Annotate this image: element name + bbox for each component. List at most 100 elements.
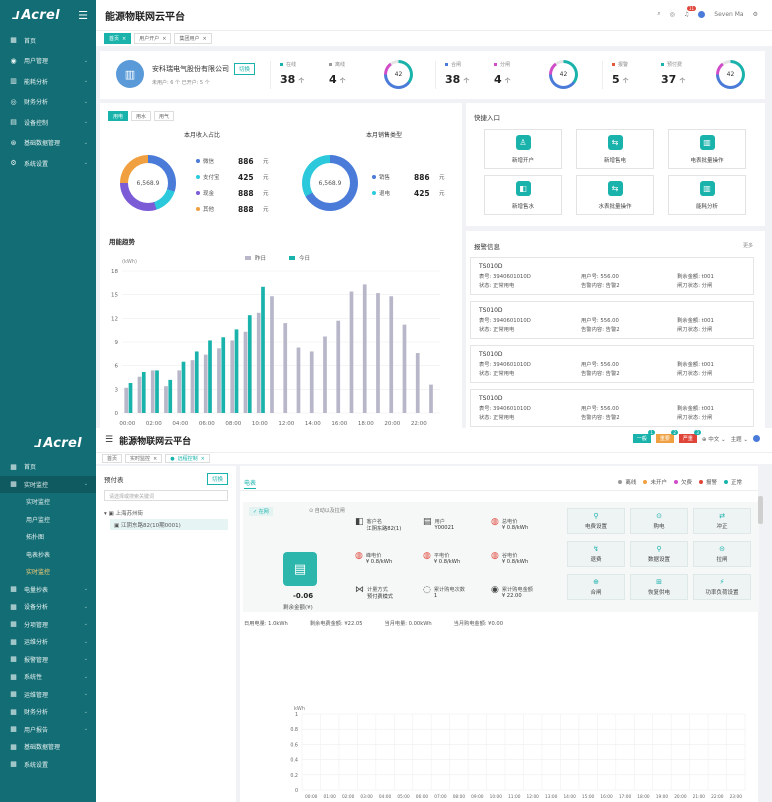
y-tick-label: 3 (115, 387, 119, 393)
tab[interactable]: 首页 (102, 454, 123, 463)
chevron-down-icon: ⌄ (83, 621, 88, 628)
online-tag: ✓ 在网 (249, 507, 273, 516)
theme-select[interactable]: 主题 ⌄ (730, 436, 748, 443)
bar-yesterday (124, 387, 129, 413)
meter-action-button[interactable]: ⚲ 数据设置 (630, 541, 688, 567)
alarm-level-chip[interactable]: 严重 3 (678, 430, 701, 443)
energy-tab[interactable]: 用气 (154, 111, 175, 121)
switch-company-button[interactable]: 切换 (234, 63, 256, 75)
meter-action-button[interactable]: ⚲ 电费设置 (567, 508, 625, 534)
sidebar-item-label: 基础数据管理 (24, 140, 61, 148)
user-name[interactable]: Seven Ma (714, 10, 744, 18)
close-icon[interactable]: × (162, 35, 167, 42)
menu-toggle-icon[interactable]: ☰ (78, 9, 88, 22)
close-icon[interactable]: × (122, 35, 127, 42)
quick-entry-tile[interactable]: ⇆ 新增售电 (576, 129, 654, 169)
search-icon[interactable]: ⌕ (657, 10, 661, 17)
sidebar-item[interactable]: 拓扑图 (0, 528, 96, 546)
info-icon: ▤ (423, 517, 432, 527)
sidebar-item[interactable]: ⚙ 系统设置 ⌄ (0, 153, 96, 174)
page-title: 能源物联网云平台 (105, 11, 185, 23)
meter-action-button[interactable]: ⚡ 功率负荷设置 (693, 574, 751, 600)
tree-leaf[interactable]: ▣ 江阴东路82(10期0001) (110, 519, 228, 530)
x-tick-label: 07:00 (434, 794, 447, 800)
alarm-item[interactable]: TS010D 表号: 3940601010D 状态: 正常用电 用户号: 556.00… (470, 345, 754, 383)
sidebar-item[interactable]: ▦ 首页 (0, 458, 96, 476)
sales-donut: 6,568.9 (302, 155, 358, 211)
sidebar-item[interactable]: 实时监控 (0, 563, 96, 581)
legend-item: 销售 886 元 (372, 169, 445, 185)
meter-action-button[interactable]: ↯ 退费 (567, 541, 625, 567)
sidebar-item-label: 能耗分析 (24, 78, 49, 86)
energy-tab[interactable]: 用水 (131, 111, 152, 121)
sidebar-item[interactable]: 用户监控 (0, 511, 96, 529)
help-icon[interactable]: ◎ (669, 10, 675, 18)
scrollbar[interactable] (758, 496, 763, 524)
sidebar-item[interactable]: ▦ 电量抄表 ⌄ (0, 581, 96, 599)
status-ring-value: 42 (552, 63, 575, 86)
bell-icon[interactable]: ♫ 11 (683, 5, 696, 18)
sidebar-item[interactable]: ▦ 系统性 ⌄ (0, 668, 96, 686)
meter-action-button[interactable]: ⇄ 冲正 (693, 508, 751, 534)
tree-search-input[interactable]: 请选择或搜索关键词 (104, 490, 228, 501)
close-icon[interactable]: × (202, 35, 207, 42)
sidebar-item[interactable]: ◉ 用户管理 ⌄ (0, 51, 96, 72)
sidebar-item[interactable]: ▤ 设备控制 ⌄ (0, 112, 96, 133)
x-tick-label: 14:00 (305, 421, 321, 427)
alarm-level-chip[interactable]: 重要 2 (655, 430, 678, 443)
tab[interactable]: 实时监控 × (125, 454, 163, 463)
quick-entry-tile[interactable]: ▥ 能耗分析 (668, 175, 746, 215)
sidebar-item[interactable]: ▦ 用户报告 ⌄ (0, 721, 96, 739)
tree-switch-button[interactable]: 切换 (206, 473, 228, 485)
sidebar-item[interactable]: ▦ 基础数据管理 (0, 738, 96, 756)
alarm-more-link[interactable]: 更多 (742, 243, 753, 249)
settings-icon[interactable]: ⚙ (752, 10, 758, 18)
quick-entry-tile[interactable]: ▥ 电表批量操作 (668, 129, 746, 169)
sidebar-item[interactable]: 实时监控 (0, 493, 96, 511)
meter-action-button[interactable]: ⊝ 拉闸 (693, 541, 751, 567)
meter-action-button[interactable]: ⊙ 购电 (630, 508, 688, 534)
quick-entry-tile[interactable]: ⇆ 水表批量操作 (576, 175, 654, 215)
quick-entry-tile[interactable]: ♙ 新增开户 (484, 129, 562, 169)
alarm-item[interactable]: TS010D 表号: 3940601010D 状态: 正常用电 用户号: 556.00… (470, 389, 754, 427)
avatar-2[interactable] (753, 435, 760, 442)
energy-tab[interactable]: 用电 (108, 111, 129, 121)
tab[interactable]: ● 远程控制 × (165, 454, 210, 463)
sidebar-item[interactable]: ◎ 财务分析 ⌄ (0, 92, 96, 113)
tab[interactable]: 用户开户 × (134, 33, 172, 44)
language-select[interactable]: ⊕ 中文 ⌄ (701, 436, 726, 443)
sidebar-item[interactable]: ▦ 设备分析 ⌄ (0, 598, 96, 616)
tab[interactable]: 首页 × (104, 33, 132, 44)
sidebar-item[interactable]: ▥ 能耗分析 ⌄ (0, 71, 96, 92)
legend-item: 退电 425 元 (372, 185, 445, 201)
tree-root[interactable]: ▾ ▣ 上海苏州街 (104, 511, 143, 517)
sidebar-item[interactable]: ▦ 报警管理 ⌄ (0, 651, 96, 669)
x-tick-label: 06:00 (416, 794, 429, 800)
tab[interactable]: 集团用户 × (174, 33, 212, 44)
sidebar-item[interactable]: ▦ 系统设置 (0, 756, 96, 774)
sidebar-item[interactable]: ▦ 分项管理 ⌄ (0, 616, 96, 634)
meter-action-button[interactable]: ⊞ 恢复供电 (630, 574, 688, 600)
tab-meter[interactable]: 电表 (244, 480, 257, 489)
alarm-item[interactable]: TS010D 表号: 3940601010D 状态: 正常用电 用户号: 556.00… (470, 301, 754, 339)
avatar[interactable] (698, 10, 706, 18)
close-icon[interactable]: × (200, 455, 205, 462)
meter-action-button[interactable]: ⊕ 合闸 (567, 574, 625, 600)
close-icon[interactable]: × (153, 455, 158, 462)
alarm-level-chip[interactable]: 一般 1 (632, 430, 655, 443)
legend-label: 昨日 (255, 254, 266, 262)
sidebar-item[interactable]: ▦ 运维分析 ⌄ (0, 633, 96, 651)
sidebar-item[interactable]: ▦ 运维管理 ⌄ (0, 686, 96, 704)
quick-entry-tile[interactable]: ◧ 新增售水 (484, 175, 562, 215)
bar-yesterday (177, 370, 182, 413)
menu-toggle-icon-2[interactable]: ☰ (105, 435, 114, 445)
sidebar-item[interactable]: 电表抄表 (0, 546, 96, 564)
sidebar-item[interactable]: ▦ 财务分析 ⌄ (0, 703, 96, 721)
sidebar-item[interactable]: ▦ 首页 (0, 30, 96, 51)
x-tick-label: 12:00 (527, 794, 540, 800)
sidebar-item[interactable]: ▦ 实时监控 ⌄ (0, 475, 96, 493)
y-tick-label: 0.4 (290, 758, 298, 764)
detail-card: 电表 离线 未开户 欠费 报警 正常 ✓ 在网 ⊙ 自动以及拉闸 ▤ -0.06 剩余金… (240, 466, 759, 802)
sidebar-item[interactable]: ⊛ 基础数据管理 ⌄ (0, 133, 96, 154)
alarm-item[interactable]: TS010D 表号: 3940601010D 状态: 正常用电 用户号: 556.00… (470, 257, 754, 295)
